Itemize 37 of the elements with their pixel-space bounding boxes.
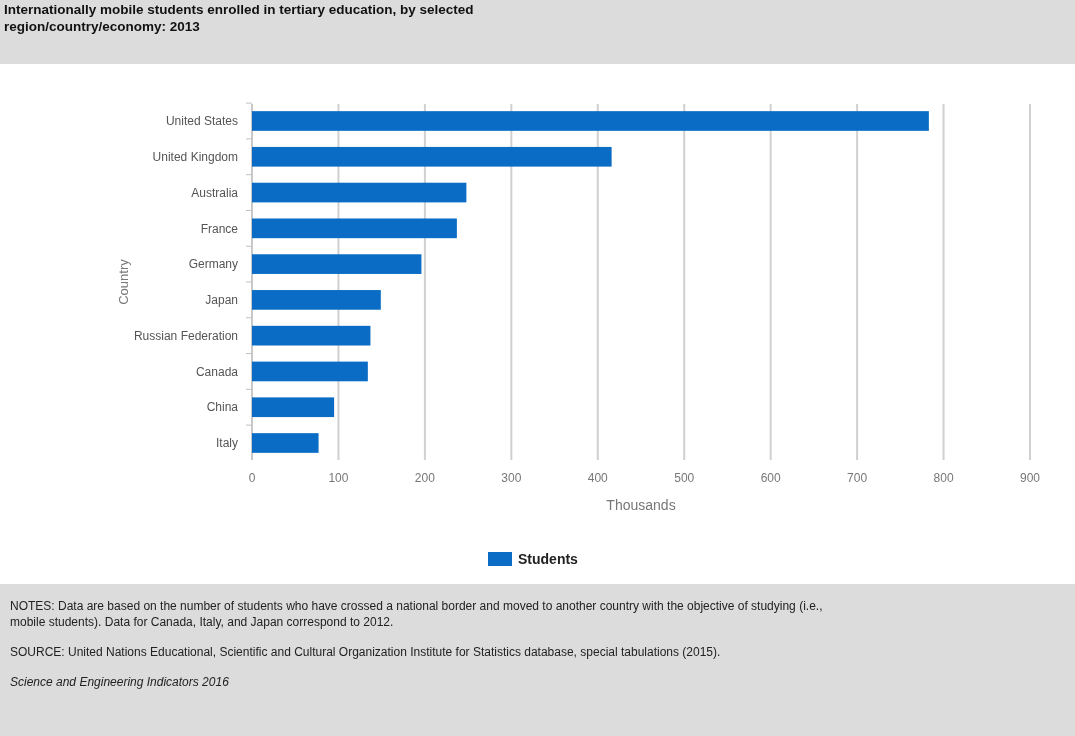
text: Science and Engineering Indicators 2016 — [10, 675, 230, 689]
y-axis-title: Country — [116, 258, 131, 305]
x-tick-label: 200 — [414, 471, 436, 485]
bar — [252, 146, 612, 167]
x-tick-label: 100 — [328, 471, 349, 485]
y-tick-label: Australia — [191, 185, 239, 200]
x-tick-label: 700 — [847, 471, 868, 485]
x-tick-label: 600 — [760, 471, 781, 485]
x-tick-label: 400 — [587, 471, 609, 485]
text: NOTES: Data are based on the number of students who have crossed a national border and moved to another country with the objective of studying (i.e., mobile students). Data for Canada, Italy, and Japan correspond to 2012. — [10, 599, 823, 629]
bar — [252, 218, 457, 239]
bar — [252, 290, 381, 310]
x-axis-title: Thousands — [606, 497, 676, 513]
legend-label: Students — [518, 551, 579, 567]
y-tick-label: France — [200, 221, 239, 236]
bar — [252, 254, 422, 274]
bar — [252, 111, 929, 131]
x-tick-label: 0 — [248, 471, 256, 485]
x-tick-label: 900 — [1019, 471, 1041, 485]
y-tick-label: China — [206, 400, 239, 415]
y-tick-label: Germany — [188, 257, 238, 272]
source-note: SOURCE: United Nations Educational, Scientific and Cultural Organization Institute for Statistics database, special tabulations (2015). — [10, 645, 721, 659]
y-tick-label: Italy — [215, 436, 238, 451]
y-tick-label: Russian Federation — [133, 328, 238, 343]
y-tick-label: Japan — [205, 293, 238, 308]
bar — [252, 433, 319, 453]
bar — [252, 325, 371, 346]
x-tick-label: 300 — [501, 471, 522, 485]
y-tick-label: United States — [165, 114, 238, 129]
x-tick-label: 800 — [933, 471, 954, 485]
bar — [252, 361, 368, 382]
x-tick-label: 500 — [674, 471, 695, 485]
y-tick-label: Canada — [195, 364, 239, 379]
y-tick-label: United Kingdom — [152, 149, 238, 164]
bar — [252, 397, 335, 418]
chart-title: Internationally mobile students enrolled in tertiary education, by selected region/country/economy: 2013 — [4, 2, 474, 34]
bar — [252, 182, 467, 203]
